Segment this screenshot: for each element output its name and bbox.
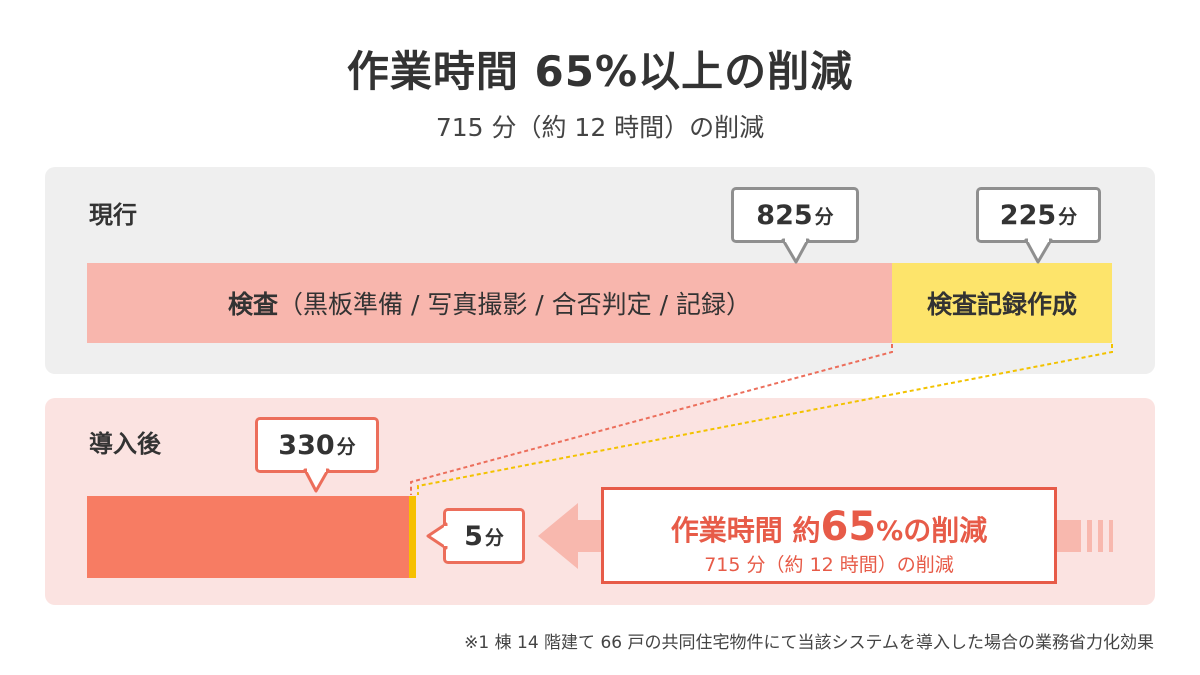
bar-current-record-label: 検査記録作成 <box>892 263 1112 343</box>
panel-after-label: 導入後 <box>89 430 161 458</box>
reduction-prefix: 作業時間 約 <box>670 514 821 547</box>
bar-after-record <box>409 496 416 578</box>
reduction-arrow <box>538 503 601 569</box>
callout-current-inspection: 825 分 <box>731 187 859 243</box>
callout-pointer-current-inspection <box>781 238 810 264</box>
callout-pointer-current-record <box>1024 238 1053 264</box>
footnote: ※1 棟 14 階建て 66 戸の共同住宅物件にて当該システムを導入した場合の業… <box>464 633 1154 653</box>
record-label: 検査記録作成 <box>926 290 1077 319</box>
callout-current-record-value: 225 <box>999 199 1057 231</box>
reduction-headline: 作業時間 約65%の削減 <box>604 504 1054 550</box>
callout-current-inspection-unit: 分 <box>814 205 834 228</box>
guide-line-red <box>410 344 893 495</box>
reduction-percent-sign: % <box>876 516 904 547</box>
callout-current-record-unit: 分 <box>1058 205 1078 228</box>
reduction-detail: 715 分（約 12 時間）の削減 <box>704 554 954 576</box>
bar-after-inspection <box>87 496 409 578</box>
panel-current-label: 現行 <box>89 201 137 229</box>
reduction-suffix: の削減 <box>903 514 988 547</box>
callout-after-inspection-unit: 分 <box>336 435 356 458</box>
callout-after-record-unit: 分 <box>484 526 504 549</box>
bar-current-inspection <box>87 263 892 343</box>
callout-pointer-after-inspection <box>303 468 330 493</box>
reduction-percent: 65 <box>820 504 877 550</box>
callout-after-inspection: 330 分 <box>255 417 379 473</box>
inspection-label-bold: 検査 <box>228 290 279 319</box>
arrow-tail-stripe-2 <box>1098 520 1103 552</box>
guide-line-yellow <box>417 344 1113 495</box>
arrow-tail-stripe-1 <box>1087 520 1092 552</box>
reduction-box: 作業時間 約65%の削減 715 分（約 12 時間）の削減 <box>601 487 1057 584</box>
callout-after-inspection-value: 330 <box>278 429 335 461</box>
arrow-tail-body <box>1057 520 1081 552</box>
page-title: 作業時間 65%以上の削減 <box>346 47 854 96</box>
arrow-tail-stripe-3 <box>1109 520 1113 552</box>
callout-current-record: 225 分 <box>976 187 1101 243</box>
bar-current-inspection-label: 検査 （黒板準備 / 写真撮影 / 合否判定 / 記録） <box>87 263 892 343</box>
callout-current-inspection-value: 825 <box>756 199 813 231</box>
inspection-label-detail: （黒板準備 / 写真撮影 / 合否判定 / 記録） <box>278 290 751 319</box>
callout-pointer-after-record <box>426 522 448 550</box>
bar-current-record <box>892 263 1112 343</box>
callout-after-record-value: 5 <box>464 520 483 552</box>
page-subtitle: 715 分（約 12 時間）の削減 <box>435 113 765 142</box>
